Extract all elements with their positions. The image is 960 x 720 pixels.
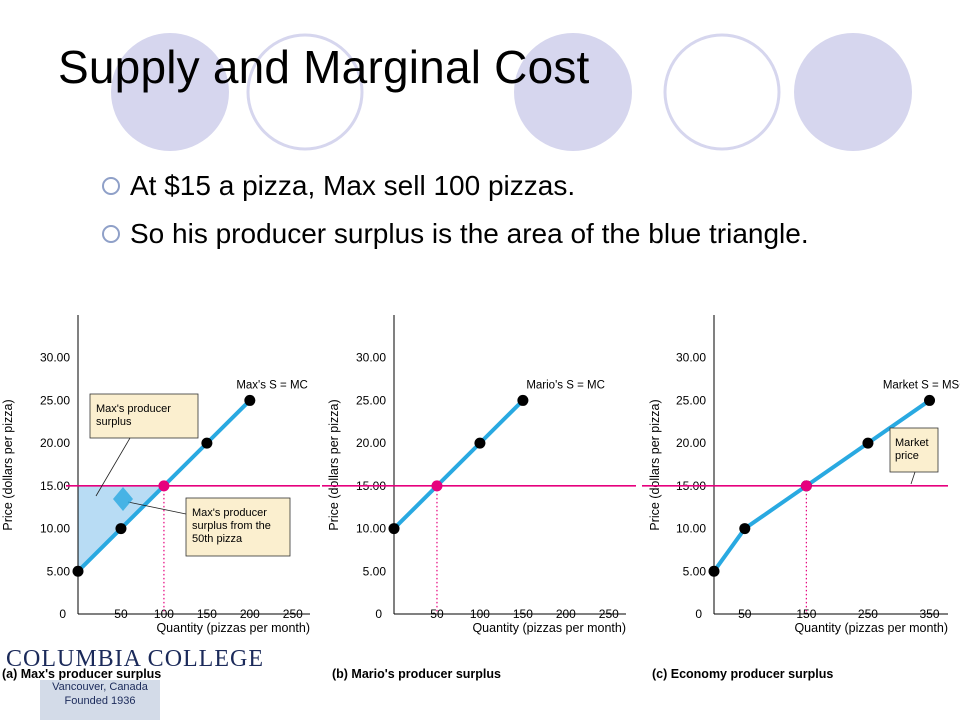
logo-wordmark: COLUMBIA COLLEGE	[6, 646, 264, 672]
logo-subtitle: Vancouver, Canada Founded 1936	[40, 680, 160, 720]
y-tick-label: 30.00	[356, 351, 386, 365]
x-tick-label: 200	[556, 607, 576, 621]
callout-box	[185, 497, 291, 557]
logo-place: Vancouver, Canada	[52, 681, 148, 693]
panel-caption: (b) Mario's producer surplus	[332, 667, 501, 681]
x-tick-label: 150	[197, 607, 217, 621]
y-tick-label: 25.00	[40, 393, 70, 407]
y-tick-label: 25.00	[356, 393, 386, 407]
callout-text: Max's producer surplus	[96, 403, 171, 428]
callout-text-line: 50th pizza	[192, 533, 243, 545]
series-label: Max's S = MC	[236, 379, 308, 391]
callout-text-line: Max's producer	[96, 403, 171, 415]
y-origin-label: 0	[59, 607, 66, 621]
y-tick-label: 15.00	[40, 479, 70, 493]
series-label: Market S = MSC	[883, 379, 960, 391]
deco-circle	[794, 33, 912, 151]
deco-circle	[514, 33, 632, 151]
supply-point	[474, 437, 486, 449]
bullet-list: At $15 a pizza, Max sell 100 pizzas. So …	[102, 168, 922, 264]
callout-text-line: surplus from the	[192, 520, 271, 532]
equilibrium-point	[800, 480, 812, 492]
y-tick-label: 10.00	[40, 522, 70, 536]
callout-box	[89, 393, 199, 439]
deco-circle	[246, 33, 364, 151]
equilibrium-point	[431, 480, 443, 492]
x-tick-label: 250	[858, 607, 878, 621]
y-tick-label: 10.00	[676, 522, 706, 536]
y-tick-label: 5.00	[683, 564, 707, 578]
x-tick-label: 50	[738, 607, 752, 621]
x-tick-label: 250	[599, 607, 619, 621]
equilibrium-point	[158, 480, 170, 492]
y-tick-label: 5.00	[47, 564, 71, 578]
callout-text: Max's producer surplus from the 50th pizza	[192, 507, 271, 545]
supply-point	[862, 437, 874, 449]
supply-point	[72, 565, 84, 577]
y-axis-label: Price (dollars per pizza)	[1, 399, 15, 530]
y-origin-label: 0	[695, 607, 702, 621]
y-axis-label: Price (dollars per pizza)	[648, 399, 662, 530]
callout-text: Market price	[895, 437, 929, 462]
decorative-circles	[111, 33, 912, 151]
x-tick-label: 150	[513, 607, 533, 621]
logo-founded: Founded 1936	[64, 695, 136, 707]
y-tick-label: 20.00	[356, 436, 386, 450]
x-axis-label: Quantity (pizzas per month)	[156, 621, 310, 635]
y-tick-label: 25.00	[676, 393, 706, 407]
x-tick-label: 250	[283, 607, 303, 621]
bullet-item: At $15 a pizza, Max sell 100 pizzas.	[102, 168, 922, 204]
x-tick-label: 50	[114, 607, 128, 621]
supply-point	[115, 523, 127, 535]
callout-pointer	[910, 471, 916, 485]
y-tick-label: 5.00	[363, 564, 387, 578]
callout-box	[889, 427, 939, 473]
panel-caption: (c) Economy producer surplus	[652, 667, 833, 681]
series-label: Mario's S = MC	[526, 379, 605, 391]
supply-point	[388, 523, 400, 535]
y-origin-label: 0	[375, 607, 382, 621]
callout-text-line: surplus	[96, 416, 132, 428]
y-axis-label: Price (dollars per pizza)	[327, 399, 341, 530]
y-tick-label: 30.00	[676, 351, 706, 365]
y-tick-label: 20.00	[40, 436, 70, 450]
callout-pointer	[95, 437, 131, 497]
supply-charts: 5.00 10.00 15.00 20.00 25.00 30.00 0 50 100 150 20…	[1, 315, 960, 681]
panel-caption: (a) Max's producer surplus	[2, 667, 161, 681]
slide-title: Supply and Marginal Cost	[58, 41, 590, 93]
callout-pointer	[127, 501, 187, 515]
deco-circle	[663, 33, 781, 151]
bullet-item: So his producer surplus is the area of t…	[102, 216, 922, 252]
supply-point	[517, 394, 529, 406]
deco-circle	[111, 33, 229, 151]
x-axis-label: Quantity (pizzas per month)	[472, 621, 626, 635]
callout-text-line: Max's producer	[192, 507, 267, 519]
supply-point	[924, 394, 936, 406]
college-logo: COLUMBIA COLLEGE Vancouver, Canada Found…	[0, 646, 263, 720]
y-tick-label: 20.00	[676, 436, 706, 450]
y-tick-label: 10.00	[356, 522, 386, 536]
supply-point	[244, 394, 256, 406]
supply-point	[708, 565, 720, 577]
x-tick-label: 200	[240, 607, 260, 621]
x-tick-label: 100	[470, 607, 490, 621]
x-axis-label: Quantity (pizzas per month)	[794, 621, 948, 635]
callout-text-line: price	[895, 450, 919, 462]
callout-text-line: Market	[895, 437, 929, 449]
y-tick-label: 30.00	[40, 351, 70, 365]
supply-point	[201, 437, 213, 449]
supply-line	[392, 398, 525, 531]
fiftieth-pizza-marker	[113, 487, 133, 511]
supply-point	[739, 523, 751, 535]
x-tick-label: 350	[920, 607, 940, 621]
